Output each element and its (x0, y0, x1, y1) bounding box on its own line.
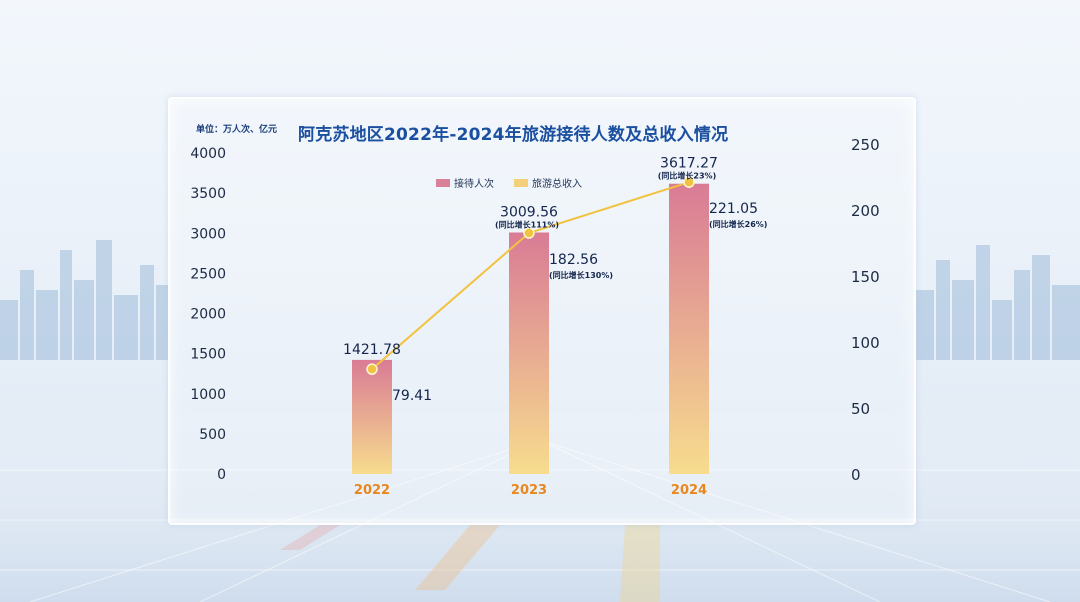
skyline-right (914, 245, 1080, 360)
y-left-tick-label: 3000 (190, 226, 226, 242)
y-right-tick-label: 150 (851, 268, 880, 286)
y-left-tick-label: 2500 (190, 266, 226, 282)
data-label-revenue: 79.41 (392, 388, 432, 404)
growth-note-revenue: (同比增长130%) (549, 270, 613, 280)
growth-note-visitors: (同比增长111%) (495, 219, 559, 229)
y-left-tick-label: 1500 (190, 347, 226, 363)
y-right-tick-label: 100 (851, 334, 880, 352)
bar-visitors (509, 232, 549, 474)
y-right-tick-label: 200 (851, 202, 880, 220)
data-label-visitors: 3617.27 (660, 156, 718, 172)
x-tick-label: 2022 (354, 483, 390, 498)
floor-grid (0, 439, 1080, 602)
data-label-revenue: 221.05 (709, 201, 758, 217)
x-tick-label: 2024 (671, 483, 707, 498)
skyline-left (0, 240, 168, 360)
y-left-tick-label: 1000 (190, 387, 226, 403)
legend-item-revenue: 旅游总收入 (514, 175, 582, 190)
point-revenue (523, 227, 535, 239)
point-revenue (683, 176, 695, 188)
y-right-tick-label: 50 (851, 400, 870, 418)
bar-visitors (669, 183, 709, 474)
data-label-visitors: 1421.78 (343, 342, 401, 358)
data-label-revenue: 182.56 (549, 252, 598, 268)
growth-note-visitors: (同比增长23%) (658, 171, 716, 181)
x-tick-label: 2023 (511, 483, 547, 498)
legend-swatch-revenue (514, 178, 528, 187)
legend-label-visitors: 接待人次 (454, 179, 494, 190)
y-right-tick-label: 0 (851, 466, 861, 484)
y-left-tick-label: 3500 (190, 186, 226, 202)
bar-visitors (352, 359, 392, 474)
legend-swatch-visitors (436, 178, 450, 187)
growth-note-revenue: (同比增长26%) (709, 219, 767, 229)
y-left-tick-label: 0 (217, 467, 226, 483)
point-revenue (366, 363, 378, 375)
y-right-tick-label: 250 (851, 136, 880, 154)
data-label-visitors: 3009.56 (500, 204, 558, 220)
legend: 接待人次 旅游总收入 (436, 175, 582, 190)
y-left-tick-label: 500 (199, 427, 226, 443)
legend-item-visitors: 接待人次 (436, 175, 494, 190)
unit-label: 单位：万人次、亿元 (196, 125, 278, 135)
bar-reflections (280, 525, 660, 602)
legend-label-revenue: 旅游总收入 (532, 179, 582, 190)
y-left-tick-label: 2000 (190, 307, 226, 323)
y-left-tick-label: 4000 (190, 146, 226, 162)
chart-title: 阿克苏地区2022年-2024年旅游接待人数及总收入情况 (298, 125, 729, 145)
